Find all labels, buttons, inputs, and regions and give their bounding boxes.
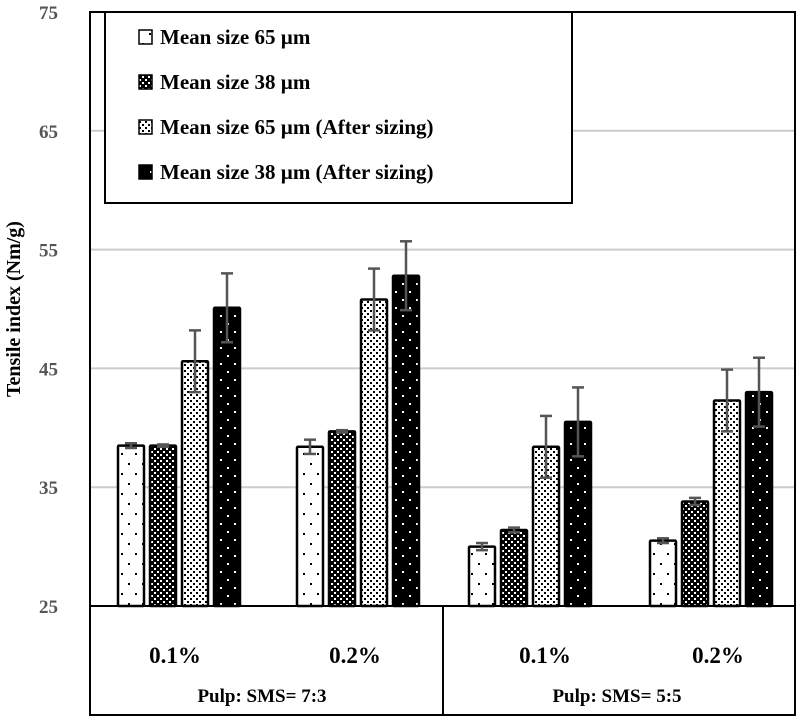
x-group-label: Pulp: SMS= 5:5 xyxy=(552,686,681,707)
legend-label: Mean size 38 µm xyxy=(160,70,311,94)
legend-swatch xyxy=(138,29,153,45)
legend-swatch xyxy=(138,164,153,180)
bar xyxy=(327,430,357,608)
error-bar xyxy=(336,428,348,434)
legend-label: Mean size 65 µm (After sizing) xyxy=(160,115,434,139)
error-bar xyxy=(476,541,488,552)
legend-swatch xyxy=(138,74,153,90)
error-bar xyxy=(572,386,584,458)
bar xyxy=(116,444,146,608)
y-tick-label: 45 xyxy=(39,359,58,380)
bar xyxy=(467,545,497,608)
error-bar xyxy=(400,240,412,312)
y-tick-label: 55 xyxy=(39,241,58,262)
legend-label: Mean size 65 µm xyxy=(160,25,311,49)
error-bar xyxy=(657,537,669,545)
y-tick-label: 75 xyxy=(39,3,58,24)
legend-swatch xyxy=(138,119,153,135)
y-tick-label: 25 xyxy=(39,597,58,618)
bar xyxy=(180,360,210,608)
error-bar xyxy=(157,443,169,449)
error-bar xyxy=(689,496,701,507)
error-bar xyxy=(189,329,201,394)
y-axis-label: Tensile index (Nm/g) xyxy=(3,221,25,397)
x-group-label: Pulp: SMS= 7:3 xyxy=(197,686,326,707)
bar xyxy=(148,444,178,608)
legend: Mean size 65 µm Mean size 38 µm Mean size … xyxy=(104,11,573,204)
bar xyxy=(391,274,421,608)
y-tick-label: 65 xyxy=(39,122,58,143)
y-tick-label: 35 xyxy=(39,478,58,499)
bar xyxy=(212,306,242,608)
x-category-label: 0.2% xyxy=(692,643,744,668)
bar xyxy=(295,445,325,608)
error-bar xyxy=(721,368,733,433)
error-bar xyxy=(368,267,380,332)
bar xyxy=(499,528,529,608)
error-bar xyxy=(540,414,552,479)
x-category-label: 0.1% xyxy=(519,643,571,668)
error-bar xyxy=(304,438,316,456)
x-category-label: 0.2% xyxy=(329,643,381,668)
bar xyxy=(680,500,710,608)
legend-label: Mean size 38 µm (After sizing) xyxy=(160,160,434,184)
error-bar xyxy=(125,441,137,450)
error-bar xyxy=(508,526,520,534)
legend-box xyxy=(104,11,573,204)
error-bar xyxy=(753,356,765,428)
bar xyxy=(648,539,678,608)
error-bar xyxy=(221,272,233,344)
bar xyxy=(359,298,389,608)
x-category-label: 0.1% xyxy=(149,643,201,668)
